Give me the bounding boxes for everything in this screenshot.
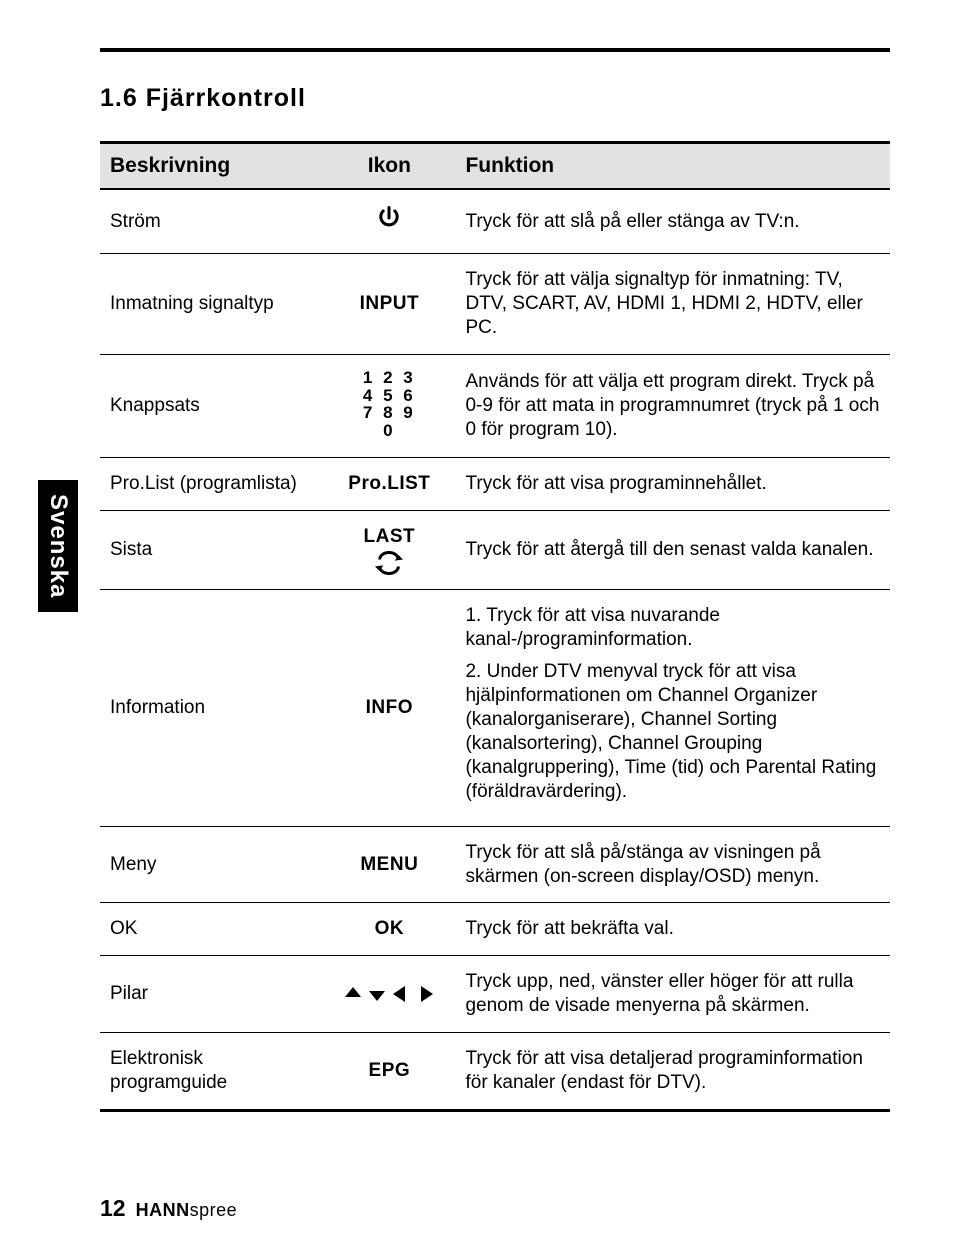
cell-icon: INFO bbox=[321, 590, 455, 827]
section-title: 1.6 Fjärrkontroll bbox=[100, 84, 890, 113]
cell-desc: Elektronisk programguide bbox=[100, 1033, 321, 1111]
cell-func: Tryck för att visa detaljerad programinf… bbox=[455, 1033, 890, 1111]
remote-functions-table: Beskrivning Ikon Funktion Ström Tryck fö… bbox=[100, 141, 890, 1112]
th-icon: Ikon bbox=[321, 143, 455, 190]
table-row: Meny MENU Tryck för att slå på/stänga av… bbox=[100, 826, 890, 903]
page-footer: 12 HANNspree bbox=[100, 1195, 237, 1222]
keypad-row: 1 2 3 bbox=[363, 369, 416, 387]
prolist-icon-label: Pro.LIST bbox=[348, 473, 430, 494]
cell-desc: Knappsats bbox=[100, 354, 321, 457]
last-icon-label: LAST bbox=[364, 525, 416, 549]
ok-icon-label: OK bbox=[375, 918, 405, 939]
table-row: OK OK Tryck för att bekräfta val. bbox=[100, 903, 890, 956]
cell-desc: Inmatning signaltyp bbox=[100, 253, 321, 354]
cell-desc: Information bbox=[100, 590, 321, 827]
cell-func: Tryck för att bekräfta val. bbox=[455, 903, 890, 956]
cell-func: Tryck för att visa programinnehållet. bbox=[455, 458, 890, 511]
keypad-row: 4 5 6 bbox=[363, 387, 416, 405]
table-row: Elektronisk programguide EPG Tryck för a… bbox=[100, 1033, 890, 1111]
cell-func: 1. Tryck för att visa nuvarande kanal-/p… bbox=[455, 590, 890, 827]
cell-icon: Pro.LIST bbox=[321, 458, 455, 511]
power-icon bbox=[375, 204, 403, 232]
th-description: Beskrivning bbox=[100, 143, 321, 190]
info-func-2: 2. Under DTV menyval tryck för att visa … bbox=[465, 660, 882, 804]
recycle-icon bbox=[375, 551, 403, 575]
info-func-1: 1. Tryck för att visa nuvarande kanal-/p… bbox=[465, 604, 882, 652]
cell-icon: MENU bbox=[321, 826, 455, 903]
cell-desc: Pilar bbox=[100, 956, 321, 1033]
th-function: Funktion bbox=[455, 143, 890, 190]
cell-icon bbox=[321, 189, 455, 253]
cell-func: Tryck för att slå på eller stänga av TV:… bbox=[455, 189, 890, 253]
cell-icon: LAST bbox=[321, 511, 455, 590]
table-row: Ström Tryck för att slå på eller stänga … bbox=[100, 189, 890, 253]
table-row: Pilar Tryck upp, ned, vänster eller höge… bbox=[100, 956, 890, 1033]
top-rule bbox=[100, 48, 890, 52]
cell-desc: Sista bbox=[100, 511, 321, 590]
page-number: 12 bbox=[100, 1195, 126, 1222]
cell-func: Tryck för att återgå till den senast val… bbox=[455, 511, 890, 590]
cell-icon: 1 2 3 4 5 6 7 8 9 0 bbox=[321, 354, 455, 457]
info-icon-label: INFO bbox=[366, 697, 413, 718]
language-side-tab: Svenska bbox=[38, 480, 78, 612]
table-row: Knappsats 1 2 3 4 5 6 7 8 9 0 Används fö… bbox=[100, 354, 890, 457]
table-row: Pro.List (programlista) Pro.LIST Tryck f… bbox=[100, 458, 890, 511]
input-icon-label: INPUT bbox=[360, 293, 420, 314]
cell-icon: EPG bbox=[321, 1033, 455, 1111]
keypad-icon: 1 2 3 4 5 6 7 8 9 0 bbox=[363, 369, 416, 440]
keypad-row: 0 bbox=[363, 422, 416, 440]
brand-light: spree bbox=[190, 1200, 238, 1220]
cell-desc: Pro.List (programlista) bbox=[100, 458, 321, 511]
table-row: Sista LAST Tryck för att återgå till den… bbox=[100, 511, 890, 590]
arrows-icon bbox=[341, 983, 437, 1005]
cell-desc: OK bbox=[100, 903, 321, 956]
cell-func: Tryck för att välja signaltyp för inmatn… bbox=[455, 253, 890, 354]
cell-desc: Meny bbox=[100, 826, 321, 903]
cell-icon bbox=[321, 956, 455, 1033]
cell-func: Tryck upp, ned, vänster eller höger för … bbox=[455, 956, 890, 1033]
brand-bold: HANN bbox=[136, 1200, 190, 1220]
menu-icon-label: MENU bbox=[360, 854, 418, 875]
cell-func: Tryck för att slå på/stänga av visningen… bbox=[455, 826, 890, 903]
keypad-row: 7 8 9 bbox=[363, 404, 416, 422]
table-row: Inmatning signaltyp INPUT Tryck för att … bbox=[100, 253, 890, 354]
brand-logo: HANNspree bbox=[136, 1200, 238, 1221]
cell-icon: INPUT bbox=[321, 253, 455, 354]
table-row: Information INFO 1. Tryck för att visa n… bbox=[100, 590, 890, 827]
cell-desc: Ström bbox=[100, 189, 321, 253]
cell-icon: OK bbox=[321, 903, 455, 956]
epg-icon-label: EPG bbox=[369, 1060, 411, 1081]
cell-func: Används för att välja ett program direkt… bbox=[455, 354, 890, 457]
